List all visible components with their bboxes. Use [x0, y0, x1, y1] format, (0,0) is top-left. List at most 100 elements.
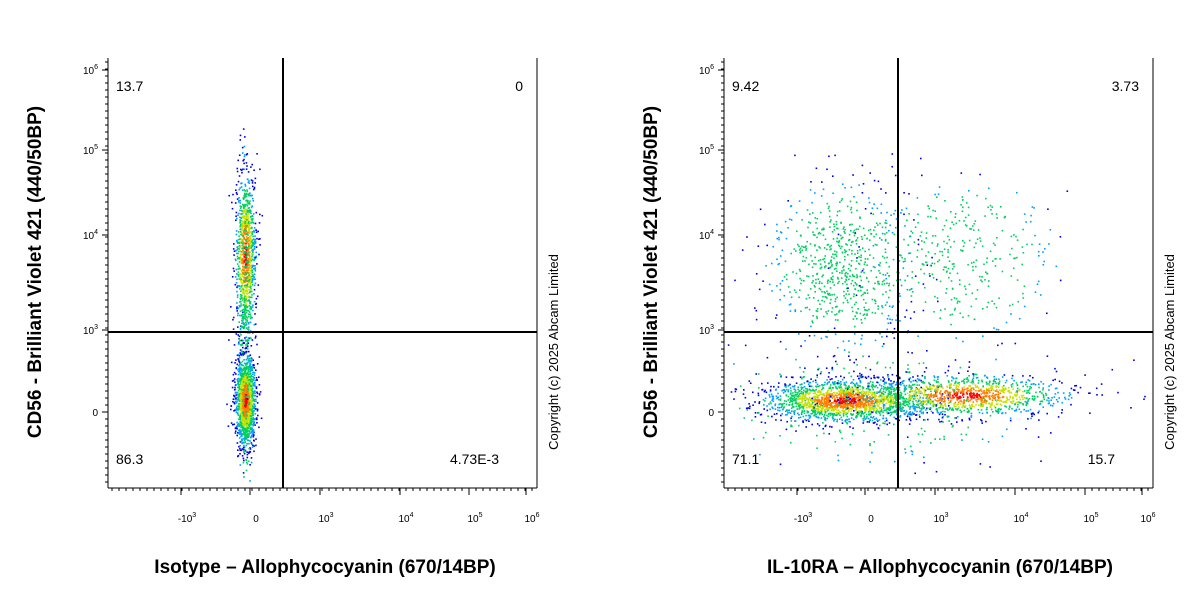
event-dot	[239, 202, 241, 204]
event-dot	[826, 404, 828, 406]
event-dot	[875, 401, 877, 403]
event-dot	[865, 401, 867, 403]
event-dot	[245, 416, 247, 418]
event-dot	[239, 357, 241, 359]
event-dot	[250, 427, 252, 429]
event-dot	[244, 266, 246, 268]
event-dot	[847, 416, 849, 418]
event-dot	[829, 394, 831, 396]
event-dot	[250, 370, 252, 372]
event-dot	[748, 403, 750, 405]
event-dot	[882, 412, 884, 414]
event-dot	[936, 385, 938, 387]
event-dot	[250, 378, 252, 380]
event-dot	[243, 290, 245, 292]
event-dot	[1042, 387, 1044, 389]
event-dot	[245, 185, 247, 187]
event-dot	[234, 378, 236, 380]
event-dot	[254, 395, 256, 397]
event-dot	[1050, 384, 1052, 386]
event-dot	[773, 386, 775, 388]
event-dot	[890, 415, 892, 417]
event-dot	[799, 393, 801, 395]
event-dot	[240, 135, 242, 137]
event-dot	[242, 235, 244, 237]
event-dot	[245, 459, 247, 461]
event-dot	[765, 398, 767, 400]
event-dot	[1046, 394, 1048, 396]
event-dot	[250, 415, 252, 417]
event-dot	[770, 386, 772, 388]
event-dot	[871, 395, 873, 397]
event-dot	[244, 195, 246, 197]
event-dot	[248, 452, 250, 454]
event-dot	[1017, 404, 1019, 406]
event-dot	[246, 424, 248, 426]
event-dot	[752, 404, 754, 406]
event-dot	[240, 397, 242, 399]
event-dot	[880, 407, 882, 409]
event-dot	[250, 413, 252, 415]
event-dot	[781, 390, 783, 392]
event-dot	[240, 221, 242, 223]
event-dot	[1022, 386, 1024, 388]
event-dot	[804, 413, 806, 415]
event-dot	[237, 296, 239, 298]
event-dot	[241, 210, 243, 212]
event-dot	[806, 407, 808, 409]
event-dot	[971, 415, 973, 417]
event-dot	[851, 408, 853, 410]
event-dot	[868, 411, 870, 413]
event-dot	[733, 398, 735, 400]
event-dot	[251, 317, 253, 319]
event-dot	[799, 402, 801, 404]
event-dot	[238, 307, 240, 309]
event-dot	[232, 424, 234, 426]
event-dot	[811, 424, 813, 426]
event-dot	[244, 405, 246, 407]
event-dot	[871, 401, 873, 403]
event-dot	[242, 221, 244, 223]
event-dot	[247, 283, 249, 285]
event-dot	[873, 375, 875, 377]
event-dot	[247, 209, 249, 211]
event-dot	[238, 251, 240, 253]
event-dot	[769, 394, 771, 396]
event-dot	[788, 396, 790, 398]
event-dot	[253, 372, 255, 374]
event-dot	[252, 265, 254, 267]
event-dot	[915, 395, 917, 397]
event-dot	[250, 216, 252, 218]
event-dot	[244, 260, 246, 262]
event-dot	[857, 405, 859, 407]
event-dot	[247, 281, 249, 283]
event-dot	[894, 389, 896, 391]
event-dot	[800, 417, 802, 419]
event-dot	[841, 417, 843, 419]
event-dot	[885, 392, 887, 394]
event-dot	[255, 337, 257, 339]
event-dot	[850, 390, 852, 392]
event-dot	[1031, 415, 1033, 417]
event-dot	[778, 386, 780, 388]
event-dot	[879, 403, 881, 405]
event-dot	[251, 195, 253, 197]
event-dot	[246, 236, 248, 238]
event-dot	[239, 453, 241, 455]
event-dot	[243, 245, 245, 247]
event-dot	[251, 462, 253, 464]
event-dot	[769, 409, 771, 411]
event-dot	[763, 408, 765, 410]
event-dot	[899, 377, 901, 379]
event-dot	[812, 400, 814, 402]
event-dot	[251, 260, 253, 262]
event-dot	[851, 400, 853, 402]
event-dot	[255, 445, 257, 447]
event-dot	[881, 392, 883, 394]
event-dot	[819, 425, 821, 427]
event-dot	[238, 386, 240, 388]
event-dot	[256, 422, 258, 424]
event-dot	[237, 326, 239, 328]
event-dot	[246, 462, 248, 464]
event-dot	[240, 432, 242, 434]
